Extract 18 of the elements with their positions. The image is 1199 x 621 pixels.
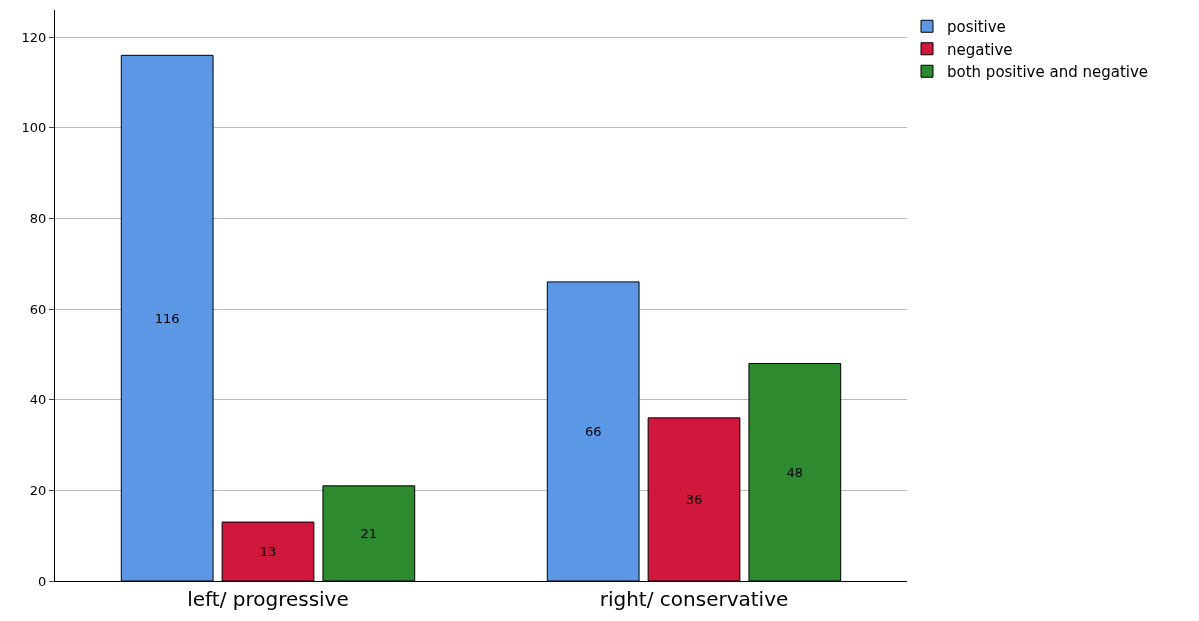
y-tick-label: 0: [38, 573, 47, 589]
y-tick-label: 120: [21, 29, 47, 45]
data-label: 116: [154, 310, 180, 326]
x-tick-label: right/ conservative: [599, 587, 789, 611]
legend-label: positive: [947, 18, 1006, 37]
data-label: 36: [685, 491, 703, 507]
data-label: 13: [259, 544, 277, 560]
data-label: 66: [584, 423, 602, 439]
y-tick-label: 80: [29, 211, 47, 227]
x-tick-label: left/ progressive: [187, 587, 349, 611]
y-tick-label: 100: [21, 120, 47, 136]
data-label: 48: [786, 464, 804, 480]
y-tick-label: 20: [29, 482, 47, 498]
y-tick-label: 40: [29, 392, 47, 408]
data-label: 21: [360, 525, 378, 541]
legend-label: negative: [947, 40, 1013, 59]
legend-label: both positive and negative: [947, 63, 1149, 82]
y-tick-label: 60: [29, 301, 47, 317]
